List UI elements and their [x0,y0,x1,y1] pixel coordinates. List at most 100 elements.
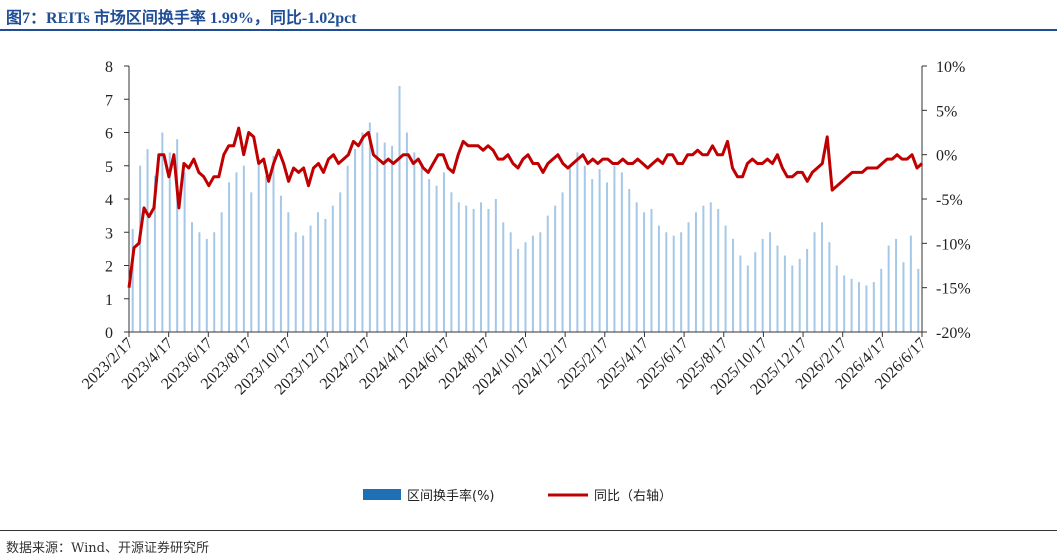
bar [732,238,735,332]
bar [583,165,586,332]
left-tick-label: 1 [105,292,113,309]
bar [895,238,898,332]
bar [131,228,134,332]
legend: 区间换手率(%) 同比（右轴） [363,488,672,504]
chart-title: 图7：REITs 市场区间换手率 1.99%，同比-1.02pct [6,10,357,27]
bar [909,235,912,332]
bar [368,122,371,333]
legend-bar-label: 区间换手率(%) [407,488,495,504]
bar [442,172,445,332]
bar [354,149,357,332]
bar [161,132,164,332]
bar [554,205,557,332]
bar [561,192,564,332]
bar [746,265,749,332]
bar [694,212,697,332]
bar [405,132,408,332]
left-tick-label: 2 [105,259,113,276]
left-tick-label: 8 [105,59,113,76]
bar [702,205,705,332]
bar [420,165,423,332]
chart-area: 012345678-20%-15%-10%-5%0%5%10%2023/2/17… [79,59,971,504]
bar [517,248,520,332]
bar [250,192,253,332]
bar [391,145,394,332]
bar [235,172,238,332]
right-tick-label: -10% [936,236,971,253]
bar [487,208,490,332]
bar [665,232,668,332]
bar [428,179,431,332]
bar [257,159,260,332]
bar [709,202,712,332]
bar [657,225,660,332]
bar [887,245,890,332]
bar [880,268,883,332]
bar [806,248,809,332]
line-series [127,126,924,288]
title-rule [0,29,1057,31]
right-tick-label: -20% [936,325,971,342]
bar [783,255,786,332]
bar [680,232,683,332]
bar [146,149,149,332]
bar [331,205,334,332]
footer-rule [0,530,1057,531]
left-tick-label: 0 [105,325,113,342]
bar [620,172,623,332]
bar [287,212,290,332]
bar [480,202,483,332]
bar [739,255,742,332]
bar [450,192,453,332]
bar [531,235,534,332]
bar [139,165,142,332]
bar [628,189,631,332]
bar [272,155,275,332]
bar [383,142,386,332]
bar [872,282,875,332]
bar [265,175,268,332]
bar [843,275,846,332]
bar [761,238,764,332]
bar [316,212,319,332]
bar [917,268,920,332]
bar [190,222,193,332]
bar [776,245,779,332]
bar [346,165,349,332]
bar [835,265,838,332]
bar [568,165,571,332]
bar-series [131,85,920,333]
bar [302,235,305,332]
bar [754,252,757,332]
bar [465,205,468,332]
bar [168,152,171,332]
bar [153,175,156,332]
bar [220,212,223,332]
left-tick-label: 4 [105,192,113,209]
bar [435,185,438,332]
bar [242,165,245,332]
bar [176,139,179,332]
bar [183,172,186,332]
legend-line-label: 同比（右轴） [594,489,672,504]
bar [850,278,853,332]
bar [576,152,579,332]
bar [865,285,868,332]
bar [591,179,594,332]
right-tick-label: -15% [936,281,971,298]
bar [717,208,720,332]
right-tick-label: 0% [936,148,957,165]
bar [472,208,475,332]
bar [376,132,379,332]
bar [198,232,201,332]
bar [724,225,727,332]
bar [650,208,653,332]
bar [457,202,460,332]
bar [769,232,772,332]
bar [813,232,816,332]
bar [828,242,831,332]
bar [643,212,646,332]
left-tick-label: 6 [105,126,113,143]
yoy-line [127,126,924,288]
bar [524,242,527,332]
